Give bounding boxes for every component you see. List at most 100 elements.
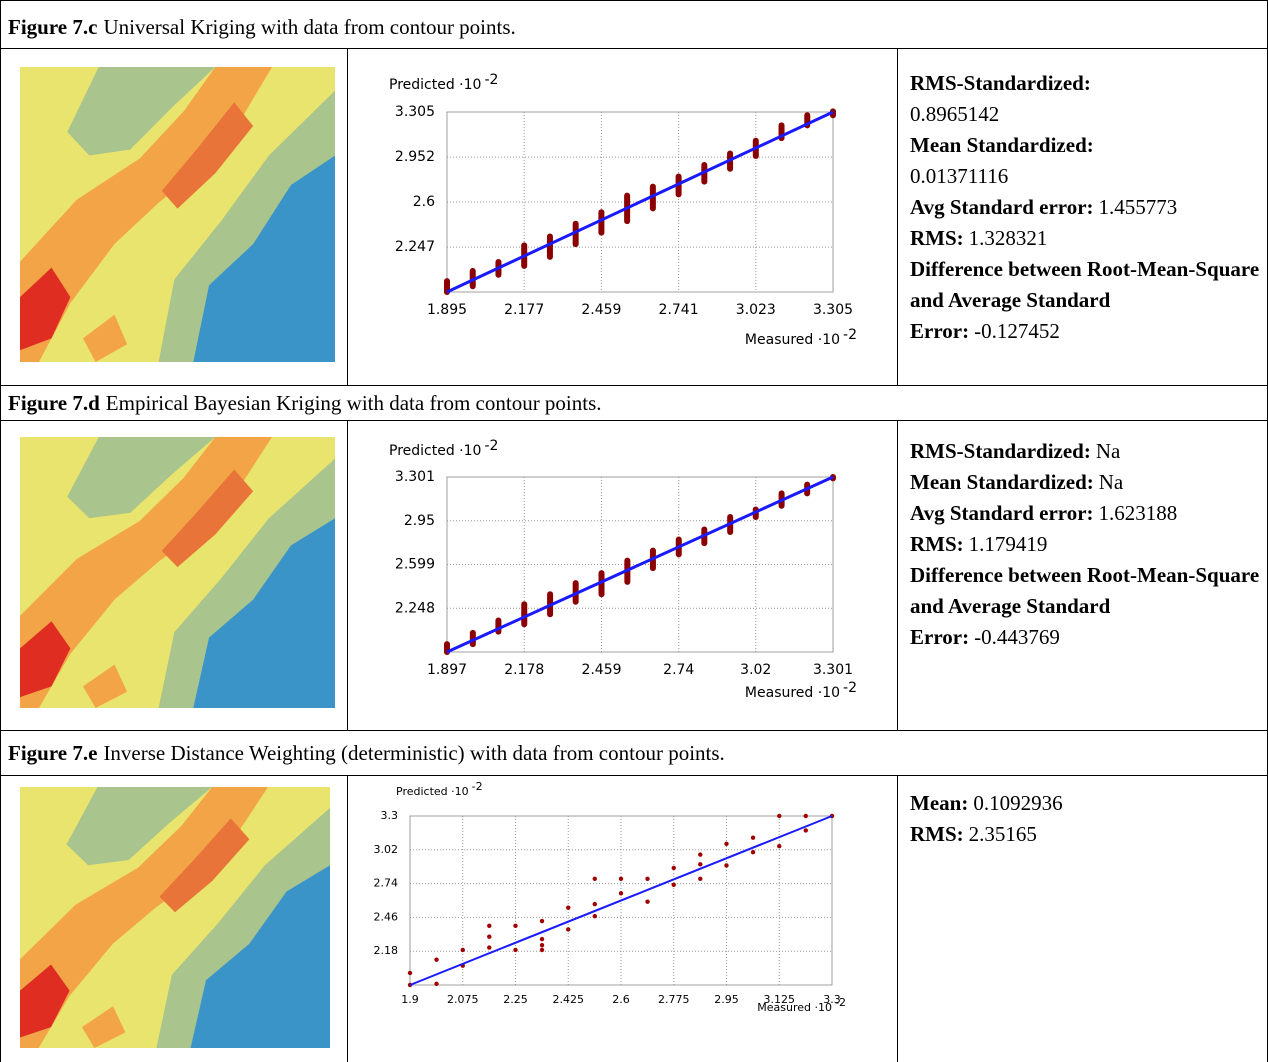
x-tick-label: 2.178 bbox=[504, 662, 544, 678]
caption-label: Figure 7.e bbox=[8, 741, 98, 765]
rule bbox=[0, 730, 1268, 731]
stat: RMS-Standardized: 0.8965142 bbox=[910, 68, 1260, 130]
point bbox=[645, 899, 650, 904]
stat: Mean Standardized: Na bbox=[910, 467, 1260, 498]
point bbox=[592, 901, 597, 907]
stat: RMS: 1.328321 bbox=[910, 223, 1260, 254]
stat-label: RMS: bbox=[910, 226, 964, 250]
stat: Avg Standard error: 1.623188 bbox=[910, 498, 1260, 529]
x-axis-exponent: -2 bbox=[843, 680, 857, 696]
point bbox=[592, 876, 597, 881]
stats: Mean: 0.1092936 RMS: 2.35165 bbox=[910, 788, 1260, 850]
x-axis-exponent: -2 bbox=[843, 327, 857, 343]
stat-label: RMS: bbox=[910, 822, 964, 846]
stat-value: -0.127452 bbox=[974, 319, 1060, 343]
point bbox=[487, 945, 492, 950]
map-image bbox=[20, 787, 330, 1048]
y-axis-exponent: -2 bbox=[472, 780, 483, 793]
stat: Mean Standardized: 0.01371116 bbox=[910, 130, 1260, 192]
stat-label: Difference between Root-Mean-Square and … bbox=[910, 257, 1260, 343]
stat: Avg Standard error: 1.455773 bbox=[910, 192, 1260, 223]
x-axis-label: Measured ·10 bbox=[745, 685, 840, 701]
stat-label: Mean Standardized: bbox=[910, 133, 1094, 157]
y-tick-label: 3.301 bbox=[395, 469, 435, 485]
point bbox=[539, 936, 545, 942]
x-axis-label: Measured ·10 bbox=[757, 1001, 832, 1014]
caption: Figure 7.e Inverse Distance Weighting (de… bbox=[8, 740, 725, 766]
x-tick-label: 2.25 bbox=[503, 993, 528, 1006]
caption-text: Universal Kriging with data from contour… bbox=[103, 15, 516, 39]
point bbox=[698, 852, 703, 857]
point bbox=[566, 927, 571, 932]
x-tick-label: 2.741 bbox=[659, 302, 699, 318]
point bbox=[434, 957, 439, 962]
stat-value: 1.455773 bbox=[1098, 195, 1178, 219]
scatter-chart: 1.9 2.075 2.25 2.425 2.6 2.775 2.95 3.125 3.3 2.1… bbox=[374, 780, 847, 1014]
stat-value: Na bbox=[1095, 439, 1121, 463]
stat-label: RMS-Standardized: bbox=[910, 439, 1091, 463]
point bbox=[460, 947, 465, 953]
stat-value: Na bbox=[1098, 470, 1124, 494]
point bbox=[539, 918, 545, 924]
stat-value: -0.443769 bbox=[974, 625, 1060, 649]
map-image bbox=[20, 437, 335, 708]
x-tick-label: 2.775 bbox=[658, 993, 690, 1006]
caption-text: Empirical Bayesian Kriging with data fro… bbox=[105, 391, 602, 415]
y-tick-label: 2.599 bbox=[395, 557, 435, 573]
fit-line bbox=[409, 815, 833, 986]
stat: Difference between Root-Mean-Square and … bbox=[910, 254, 1260, 347]
point bbox=[618, 891, 624, 896]
point bbox=[566, 905, 571, 910]
point bbox=[750, 850, 756, 855]
scatter-chart: 1.895 2.177 2.459 2.741 3.023 3.305 2.247 2.6 2.… bbox=[389, 72, 857, 348]
rule bbox=[0, 0, 1268, 1]
x-tick-label: 3.3 bbox=[823, 993, 841, 1006]
y-tick-label: 2.248 bbox=[395, 600, 435, 616]
point bbox=[487, 923, 492, 929]
x-tick-label: 1.895 bbox=[427, 302, 467, 318]
point bbox=[539, 942, 545, 948]
point bbox=[724, 863, 729, 868]
caption: Figure 7.d Empirical Bayesian Kriging wit… bbox=[8, 390, 602, 416]
rule bbox=[347, 420, 348, 730]
x-tick-label: 2.075 bbox=[447, 993, 479, 1006]
caption-label: Figure 7.c bbox=[8, 15, 98, 39]
point bbox=[618, 876, 624, 881]
point bbox=[803, 828, 808, 833]
x-tick-label: 2.177 bbox=[504, 302, 544, 318]
stat: RMS: 1.179419 bbox=[910, 529, 1260, 560]
x-tick-label: 2.6 bbox=[612, 993, 630, 1006]
point bbox=[671, 882, 676, 888]
stat-label: Avg Standard error: bbox=[910, 195, 1094, 219]
y-tick-label: 2.247 bbox=[395, 239, 435, 255]
x-tick-label: 3.305 bbox=[813, 302, 853, 318]
y-axis-label: Predicted ·10 bbox=[389, 443, 481, 459]
point bbox=[698, 876, 703, 881]
x-axis-exponent: -2 bbox=[835, 996, 846, 1009]
point bbox=[671, 865, 676, 871]
stat-value: 1.179419 bbox=[968, 532, 1048, 556]
point bbox=[777, 813, 782, 819]
rule bbox=[0, 0, 1, 1062]
stat: Mean: 0.1092936 bbox=[910, 788, 1260, 819]
y-tick-label: 3.02 bbox=[374, 843, 399, 856]
x-tick-label: 3.125 bbox=[764, 993, 796, 1006]
point bbox=[724, 841, 729, 846]
y-tick-label: 3.305 bbox=[395, 104, 435, 120]
caption-label: Figure 7.d bbox=[8, 391, 100, 415]
rule bbox=[347, 48, 348, 385]
stat-value: 2.35165 bbox=[968, 822, 1037, 846]
stat-label: Avg Standard error: bbox=[910, 501, 1094, 525]
x-tick-label: 2.425 bbox=[553, 993, 585, 1006]
stat-label: Mean Standardized: bbox=[910, 470, 1094, 494]
y-tick-label: 3.3 bbox=[381, 809, 399, 822]
x-tick-label: 3.301 bbox=[813, 662, 853, 678]
rule bbox=[347, 775, 348, 1062]
rule bbox=[0, 775, 1268, 776]
stats: RMS-Standardized: 0.8965142 Mean Standardi… bbox=[910, 68, 1260, 347]
stat-label: Mean: bbox=[910, 791, 969, 815]
point bbox=[645, 876, 650, 881]
point bbox=[539, 947, 545, 953]
stat-label: Difference between Root-Mean-Square and … bbox=[910, 563, 1260, 649]
